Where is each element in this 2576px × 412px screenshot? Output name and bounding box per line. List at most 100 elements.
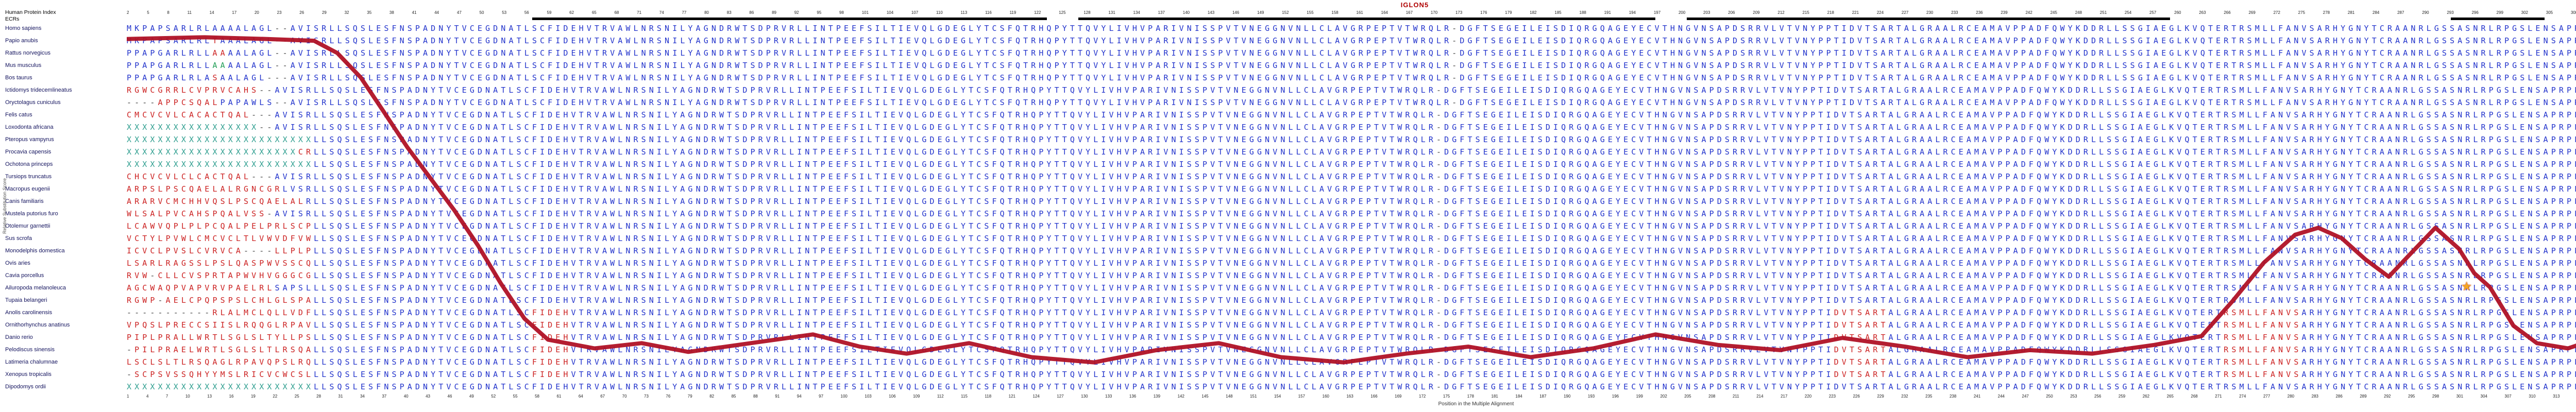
tick-label: 260 [2174, 10, 2181, 15]
tick-label: 208 [1708, 394, 1716, 399]
tick-label: 92 [794, 10, 799, 15]
tick-label: 44 [434, 10, 439, 15]
tick-label: 110 [936, 10, 943, 15]
tick-label: 77 [682, 10, 687, 15]
tick-label: 200 [1678, 10, 1686, 15]
tick-label: 166 [1370, 394, 1378, 399]
x-axis-row: Position in the Multiple Alignment [0, 400, 2576, 409]
species-label: Canis familiaris [5, 198, 44, 204]
tick-label: 134 [1133, 10, 1140, 15]
tick-label: 299 [2496, 10, 2503, 15]
species-label: Xenopus tropicalis [5, 371, 52, 377]
tick-label: 125 [1059, 10, 1066, 15]
sequence: RVW-CLLCVSPRTAPWVHVGGGCGLLSQSLESFNSPADNY… [127, 271, 2576, 280]
species-label: Mus musculus [5, 62, 42, 68]
tick-label: 289 [2360, 394, 2367, 399]
tick-label: 215 [1802, 10, 1809, 15]
tick-label: 37 [382, 394, 387, 399]
species-label: Sus scrofa [5, 235, 32, 242]
tick-label: 163 [1346, 394, 1353, 399]
tick-label: 109 [913, 394, 920, 399]
alignment-position-spacer [0, 393, 127, 400]
tick-label: 262 [2142, 394, 2150, 399]
tick-label: 7 [165, 394, 168, 399]
species-label: Danio rerio [5, 334, 33, 340]
species-label: Ovis aries [5, 260, 30, 266]
tick-label: 20 [254, 10, 259, 15]
tick-label: 217 [1781, 394, 1788, 399]
tick-label: 140 [1182, 10, 1190, 15]
tick-label: 127 [1057, 394, 1064, 399]
tick-label: 310 [2529, 394, 2536, 399]
tick-label: 287 [2397, 10, 2404, 15]
tick-label: 241 [1973, 394, 1981, 399]
tick-label: 50 [479, 10, 484, 15]
tick-label: 254 [2124, 10, 2132, 15]
tick-label: 308 [2570, 10, 2576, 15]
species-label: Anolis carolinensis [5, 310, 53, 316]
tick-label: 173 [1455, 10, 1463, 15]
alignment-row: Anolis carolinensis -----------RLALMCLQLL… [0, 306, 2576, 319]
tick-label: 71 [637, 10, 642, 15]
species-rows: Homo sapiens MKPAPSARLRLAAAALAGL--AVISRLL… [0, 22, 2576, 393]
plot-title: IGLON5 [1400, 1, 1429, 9]
tick-label: 17 [232, 10, 237, 15]
tick-label: 281 [2347, 10, 2355, 15]
tick-label: 133 [1105, 394, 1112, 399]
tick-label: 161 [1356, 10, 1363, 15]
sequence: XXXXXXXXXXXXXXXXXXXXXXXXLLSQSLESFNSPADNY… [127, 382, 2576, 391]
tick-label: 121 [1008, 394, 1016, 399]
species-label: Ailuropoda melanoleuca [5, 285, 66, 291]
tick-label: 142 [1177, 394, 1184, 399]
tick-label: 100 [840, 394, 848, 399]
sequence: ARARVCMCHHVQSLPSCQAELALRLLSQSLESFNSPADNY… [127, 197, 2576, 206]
species-label: Tursiops truncatus [5, 174, 52, 180]
species-label: Macropus eugenii [5, 186, 50, 192]
tick-label: 101 [861, 10, 869, 15]
tick-label: 190 [1564, 394, 1571, 399]
species-label: Papio anubis [5, 38, 38, 44]
species-label: Cavia porcellus [5, 272, 44, 279]
tick-label: 280 [2287, 394, 2295, 399]
tick-label: 230 [1926, 10, 1934, 15]
tick-label: 62 [569, 10, 574, 15]
alignment-position-row: 1 4 7 10 13 16 19 22 25 28 31 34 37 40 43 46 49 52 55 58 61 6… [0, 393, 2576, 400]
tick-label: 286 [2335, 394, 2343, 399]
tick-label: 80 [704, 10, 709, 15]
alignment-row: Cavia porcellus RVW-CLLCVSPRTAPWVHVGGGCGL… [0, 269, 2576, 282]
alignment-row: Danio rerio PIPLPRALLWRTLSGLSLTYLLPSLLSQS… [0, 331, 2576, 344]
tick-label: 137 [1158, 10, 1165, 15]
tick-label: 278 [2323, 10, 2330, 15]
tick-label: 214 [1756, 394, 1764, 399]
tick-label: 146 [1232, 10, 1240, 15]
tick-label: 43 [426, 394, 431, 399]
tick-label: 160 [1322, 394, 1329, 399]
tick-label: 25 [294, 394, 299, 399]
tick-label: 259 [2118, 394, 2126, 399]
species-label: Felis catus [5, 112, 32, 118]
species-label: Latimeria chalumnae [5, 359, 58, 365]
tick-label: 55 [513, 394, 518, 399]
tick-label: 158 [1331, 10, 1338, 15]
tick-label: 275 [2298, 10, 2306, 15]
alignment-row: Ochotona princeps XXXXXXXXXXXXXXXXXXXXXXX… [0, 158, 2576, 170]
tick-label: 269 [2248, 10, 2256, 15]
tick-label: 290 [2422, 10, 2429, 15]
tick-label: 94 [796, 394, 802, 399]
tick-label: 227 [1901, 10, 1909, 15]
tick-label: 145 [1201, 394, 1209, 399]
alignment-row: Procavia capensis XXXXXXXXXXXXXXXXXXXXXXC… [0, 146, 2576, 158]
tick-label: 151 [1250, 394, 1257, 399]
sequence: VPQSLPRECCSIISLRQQGLRPAVLLSQSLESFNSPADNY… [127, 320, 2576, 330]
species-label: Ornithorhynchus anatinus [5, 322, 70, 328]
tick-label: 292 [2384, 394, 2391, 399]
tick-label: 35 [367, 10, 372, 15]
tick-label: 179 [1505, 10, 1512, 15]
tick-label: 203 [1703, 10, 1710, 15]
tick-label: 178 [1467, 394, 1475, 399]
tick-label: 196 [1612, 394, 1619, 399]
tick-label: 52 [491, 394, 496, 399]
tick-label: 283 [2311, 394, 2318, 399]
sequence: XXXXXXXXXXXXXXXXXXXXXXXXLLSQSLESFNSPADNY… [127, 135, 2576, 144]
